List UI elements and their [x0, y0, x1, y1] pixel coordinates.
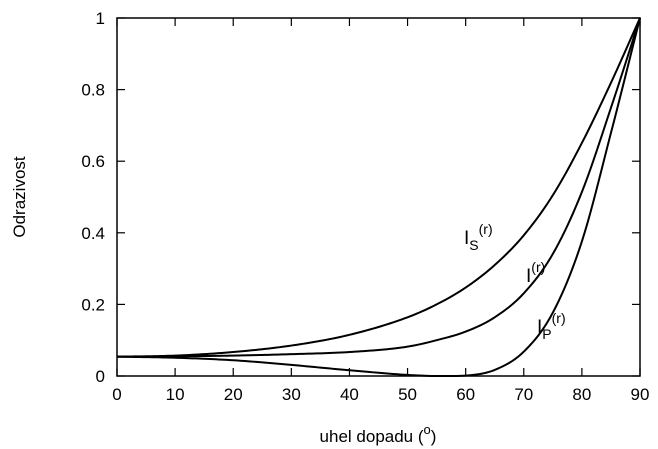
x-tick-label: 50	[398, 385, 417, 404]
curve-i	[116, 17, 641, 358]
axis-ticks	[116, 17, 641, 377]
curves	[116, 17, 641, 377]
y-tick-label: 0.6	[81, 152, 105, 171]
curve-label-ip: IP(r)	[537, 310, 566, 342]
y-tick-label: 1	[96, 9, 105, 28]
x-tick-label: 80	[572, 385, 591, 404]
x-tick-label: 0	[112, 385, 121, 404]
y-tick-label: 0.8	[81, 81, 105, 100]
y-tick-label: 0.4	[81, 224, 105, 243]
x-tick-label: 30	[282, 385, 301, 404]
x-tick-label: 40	[340, 385, 359, 404]
y-tick-labels: 0 0.2 0.4 0.6 0.8 1	[81, 9, 105, 386]
x-tick-label: 90	[631, 385, 650, 404]
curve-label-is: IS(r)	[464, 221, 493, 253]
x-tick-label: 10	[166, 385, 185, 404]
x-tick-labels: 0 10 20 30 40 50 60 70 80 90	[112, 385, 649, 404]
x-axis-label: uhel dopadu (o)	[320, 422, 437, 446]
curve-label-i: I(r)	[526, 259, 545, 287]
curve-ip	[116, 17, 641, 377]
y-axis-label: Odrazivost	[10, 156, 29, 238]
y-tick-label: 0.2	[81, 295, 105, 314]
x-tick-label: 70	[514, 385, 533, 404]
x-tick-label: 60	[456, 385, 475, 404]
curve-is	[116, 17, 641, 358]
plot-frame	[116, 17, 641, 377]
y-tick-label: 0	[96, 367, 105, 386]
x-tick-label: 20	[224, 385, 243, 404]
